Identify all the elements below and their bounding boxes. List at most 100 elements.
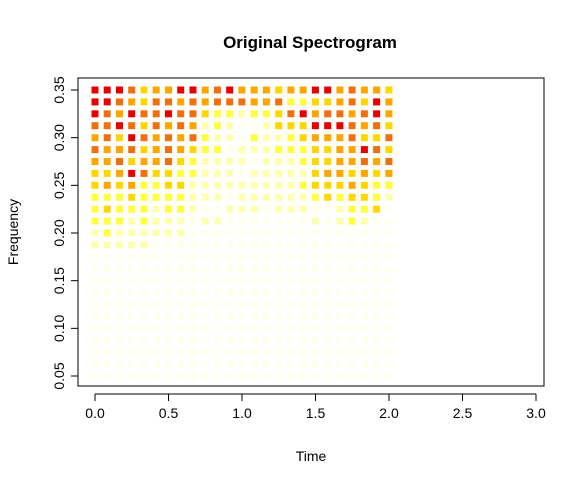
heatmap-cell	[238, 360, 246, 368]
heatmap-cell	[128, 205, 136, 213]
heatmap-cell	[189, 86, 197, 94]
heatmap-cell	[128, 193, 136, 201]
heatmap-cell	[299, 301, 307, 308]
heatmap-cell	[262, 181, 270, 189]
heatmap-cell	[324, 324, 332, 332]
heatmap-cell	[238, 217, 246, 225]
heatmap-cell	[360, 229, 368, 237]
heatmap-cell	[189, 265, 197, 273]
heatmap-cell	[287, 217, 295, 225]
heatmap-cell	[336, 146, 344, 154]
heatmap-cell	[324, 253, 332, 261]
heatmap-cell	[373, 181, 381, 189]
heatmap-cell	[226, 86, 234, 94]
heatmap-cell	[336, 205, 344, 213]
heatmap-cell	[336, 169, 344, 177]
heatmap-cell	[201, 229, 209, 237]
heatmap-cell	[177, 169, 185, 177]
heatmap-cell	[360, 110, 368, 118]
heatmap-cell	[275, 229, 283, 237]
heatmap-cell	[311, 336, 319, 344]
heatmap-cell	[324, 158, 332, 165]
heatmap-cell	[238, 277, 246, 285]
heatmap-cell	[275, 348, 283, 356]
heatmap-cell	[116, 217, 123, 225]
heatmap-cell	[165, 348, 172, 356]
heatmap-cell	[201, 360, 209, 368]
heatmap-cell	[128, 241, 136, 249]
heatmap-cell	[214, 372, 221, 380]
heatmap-cell	[238, 241, 246, 249]
heatmap-cell	[103, 158, 111, 165]
heatmap-cell	[287, 110, 295, 118]
heatmap-cell	[299, 253, 307, 261]
heatmap-cell	[311, 158, 319, 165]
heatmap-cell	[152, 312, 160, 320]
heatmap-cell	[91, 277, 99, 285]
heatmap-cell	[324, 169, 332, 177]
heatmap-cell	[360, 372, 368, 380]
heatmap-cell	[128, 110, 136, 118]
heatmap-cell	[385, 205, 393, 213]
heatmap-cell	[214, 241, 221, 249]
heatmap-cell	[250, 324, 258, 332]
heatmap-cell	[360, 122, 368, 130]
heatmap-cell	[324, 122, 332, 130]
heatmap-cell	[275, 98, 283, 106]
heatmap-cell	[299, 205, 307, 213]
heatmap-cell	[214, 217, 221, 225]
heatmap-cell	[360, 169, 368, 177]
heatmap-cell	[360, 205, 368, 213]
heatmap-cell	[177, 205, 185, 213]
heatmap-cell	[103, 86, 111, 94]
heatmap-cell	[373, 372, 381, 380]
heatmap-cell	[226, 110, 234, 118]
heatmap-cell	[348, 98, 356, 106]
heatmap-cell	[287, 193, 295, 201]
heatmap-cell	[373, 289, 381, 297]
heatmap-cell	[385, 181, 393, 189]
heatmap-cell	[250, 146, 258, 154]
heatmap-cell	[116, 253, 123, 261]
heatmap-cell	[140, 229, 148, 237]
heatmap-cell	[348, 265, 356, 273]
heatmap-cell	[287, 181, 295, 189]
heatmap-cell	[214, 193, 221, 201]
heatmap-cell	[226, 253, 234, 261]
heatmap-cell	[324, 205, 332, 213]
heatmap-cell	[299, 348, 307, 356]
heatmap-cell	[214, 229, 221, 237]
heatmap-cell	[226, 205, 234, 213]
heatmap-cell	[324, 312, 332, 320]
heatmap-cell	[311, 193, 319, 201]
x-axis-label: Time	[296, 448, 327, 464]
heatmap-cell	[238, 348, 246, 356]
heatmap-cell	[103, 146, 111, 154]
heatmap-cell	[214, 110, 221, 118]
heatmap-cell	[165, 98, 172, 106]
heatmap-cell	[238, 253, 246, 261]
heatmap-cell	[214, 134, 221, 142]
heatmap-cell	[165, 146, 172, 154]
heatmap-cell	[128, 372, 136, 380]
heatmap-cell	[152, 372, 160, 380]
heatmap-cell	[324, 193, 332, 201]
heatmap-cell	[385, 98, 393, 106]
heatmap-cell	[116, 229, 123, 237]
heatmap-cell	[238, 265, 246, 273]
heatmap-cell	[152, 122, 160, 130]
heatmap-cell	[250, 312, 258, 320]
heatmap-cell	[226, 229, 234, 237]
y-axis-label: Frequency	[5, 199, 21, 265]
heatmap-cell	[324, 265, 332, 273]
heatmap-cell	[275, 324, 283, 332]
heatmap-cell	[238, 146, 246, 154]
heatmap-cell	[275, 372, 283, 380]
heatmap-cell	[360, 277, 368, 285]
heatmap-cell	[177, 134, 185, 142]
heatmap-cell	[324, 98, 332, 106]
heatmap-cell	[287, 289, 295, 297]
heatmap-cell	[348, 253, 356, 261]
heatmap-cell	[250, 110, 258, 118]
heatmap-cell	[348, 312, 356, 320]
